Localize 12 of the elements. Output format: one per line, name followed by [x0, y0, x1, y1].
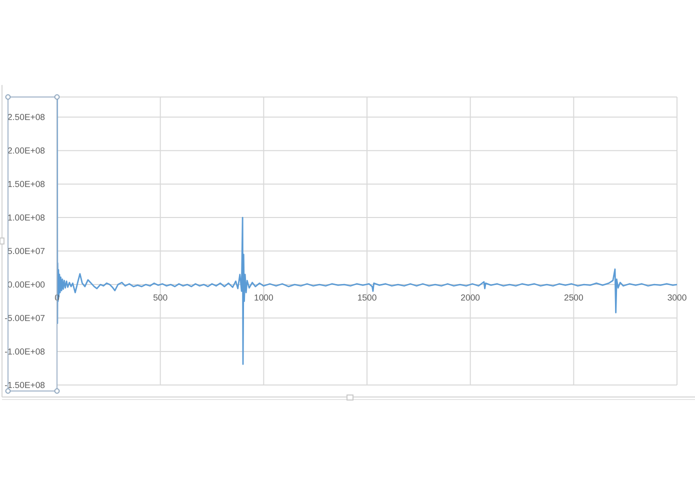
- x-tick-label: 3000: [667, 292, 687, 303]
- x-tick-label: 2000: [460, 292, 480, 303]
- y-tick-label: 0.00E+00: [8, 280, 46, 290]
- y-tick-label: 1.00E+08: [8, 212, 46, 223]
- x-tick-label: 2500: [564, 292, 584, 303]
- y-tick-label: 2.50E+08: [8, 112, 46, 122]
- y-tick-label: 5.00E+07: [8, 246, 46, 256]
- x-tick-label: 1000: [254, 292, 274, 303]
- x-tick-label: 1500: [357, 292, 377, 303]
- y-tick-label: 1.50E+08: [8, 179, 46, 190]
- y-tick-label: 2.00E+08: [8, 146, 46, 156]
- x-tick-label: 500: [153, 292, 168, 303]
